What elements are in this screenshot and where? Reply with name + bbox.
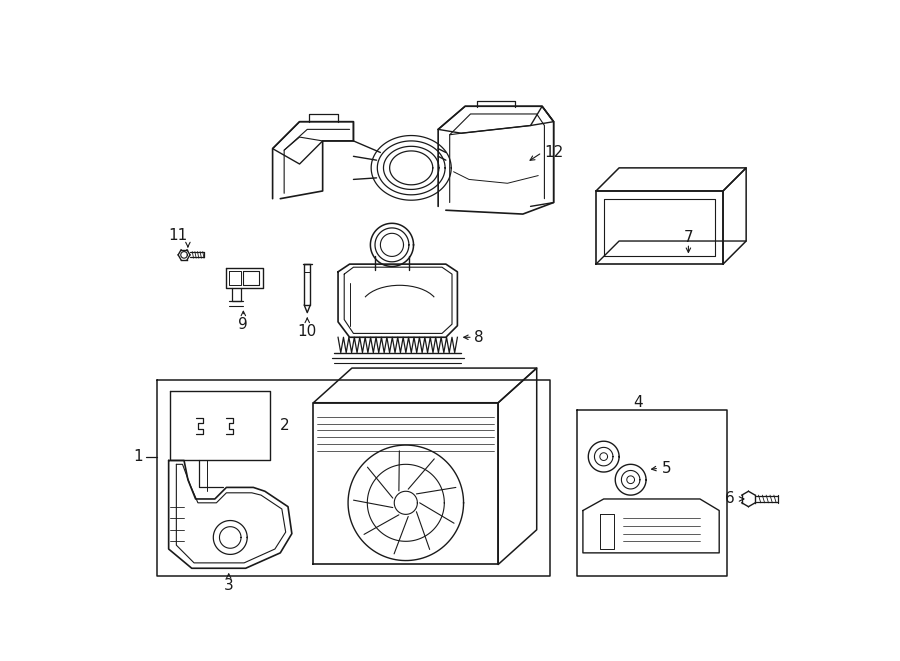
Text: 8: 8 (474, 330, 484, 345)
Text: 5: 5 (662, 461, 671, 476)
Text: 6: 6 (724, 492, 734, 506)
Text: 3: 3 (224, 578, 234, 594)
Text: 12: 12 (544, 145, 563, 160)
Text: 1: 1 (133, 449, 143, 464)
Text: 7: 7 (684, 229, 693, 245)
Text: 4: 4 (634, 395, 643, 410)
Text: 11: 11 (168, 228, 187, 243)
Text: 2: 2 (280, 418, 290, 434)
Text: 10: 10 (298, 324, 317, 338)
Text: 9: 9 (238, 317, 248, 332)
